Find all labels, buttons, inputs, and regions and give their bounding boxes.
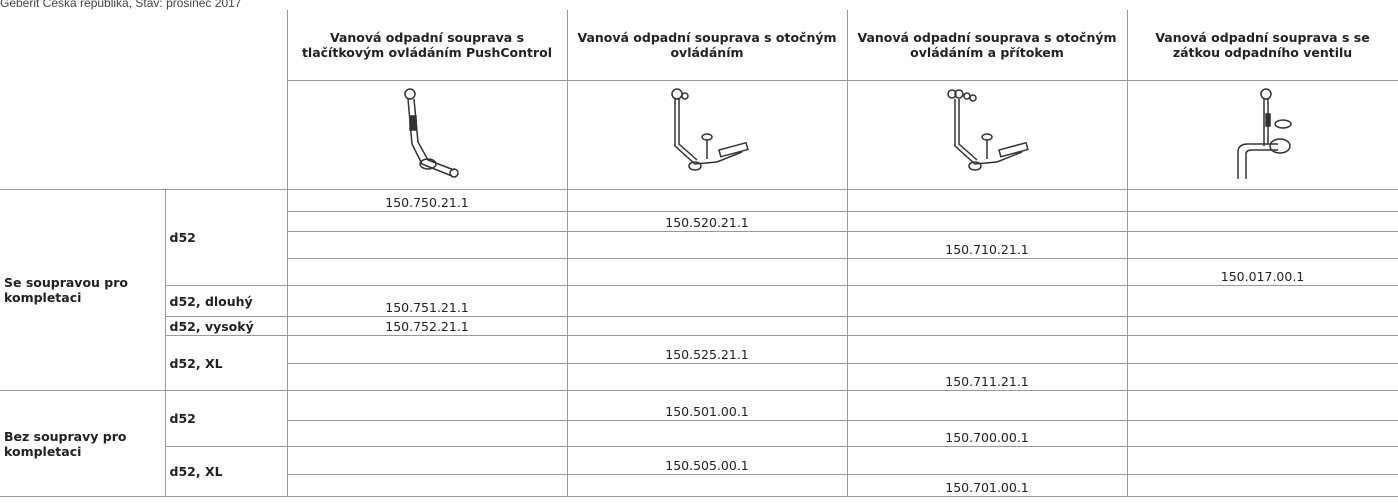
article-number: 150.520.21.1 (566, 211, 848, 232)
article-number (286, 335, 568, 364)
image-cell (1126, 80, 1398, 190)
subgroup-label: d52, vysoký (164, 316, 288, 336)
header-row: Vanová odpadní souprava s tlačítkovým ov… (0, 10, 1398, 190)
product-image (1236, 87, 1292, 179)
article-number (1126, 189, 1398, 212)
article-number (286, 258, 568, 286)
image-row (0, 80, 1398, 190)
article-number: 150.701.00.1 (846, 474, 1128, 497)
column-header: Vanová odpadní souprava s tlačítkovým ov… (286, 10, 568, 81)
article-number: 150.752.21.1 (286, 316, 568, 336)
article-number (846, 390, 1128, 421)
article-number (566, 363, 848, 391)
article-number (566, 316, 848, 336)
article-number (566, 258, 848, 286)
table-row: 150.711.21.1 (0, 363, 1398, 391)
corner-cell (0, 10, 288, 190)
article-number (1126, 285, 1398, 317)
article-number (566, 231, 848, 259)
article-number (846, 335, 1128, 364)
article-number: 150.700.00.1 (846, 420, 1128, 447)
article-number (846, 446, 1128, 475)
article-number (286, 363, 568, 391)
column-header: Vanová odpadní souprava s otočným ovládá… (846, 10, 1128, 81)
article-number (286, 390, 568, 421)
article-number (566, 189, 848, 212)
article-number (286, 211, 568, 232)
article-number: 150.501.00.1 (566, 390, 848, 421)
subgroup-label: d52, XL (164, 335, 288, 391)
article-number (1126, 474, 1398, 497)
article-number (566, 420, 848, 447)
image-cell (846, 80, 1128, 190)
image-cell (566, 80, 848, 190)
article-number (1126, 363, 1398, 391)
article-number (846, 316, 1128, 336)
table-row: d52, dlouhý 150.751.21.1 (0, 285, 1398, 317)
image-cell (286, 80, 568, 190)
caption: Geberit Česká republika, Stav: prosinec … (0, 0, 242, 10)
column-header: Vanová odpadní souprava s otočným ovládá… (566, 10, 848, 81)
article-number (566, 474, 848, 497)
article-number: 150.505.00.1 (566, 446, 848, 475)
article-number (1126, 390, 1398, 421)
article-number (1126, 446, 1398, 475)
article-number (286, 446, 568, 475)
table-row: d52, vysoký 150.752.21.1 (0, 316, 1398, 336)
article-number (1126, 420, 1398, 447)
subgroup-label: d52 (164, 189, 288, 286)
table-row: 150.701.00.1 (0, 474, 1398, 497)
group-label: Se soupravou pro kompletaci (0, 189, 166, 391)
product-image (947, 88, 1029, 171)
product-image (671, 87, 749, 171)
product-image (404, 87, 459, 178)
article-number: 150.751.21.1 (286, 285, 568, 317)
article-number (1126, 231, 1398, 259)
column-header: Vanová odpadní souprava s se zátkou odpa… (1126, 10, 1398, 81)
article-number (286, 420, 568, 447)
article-number (286, 474, 568, 497)
article-number: 150.525.21.1 (566, 335, 848, 364)
article-number: 150.710.21.1 (846, 231, 1128, 259)
article-number (1126, 335, 1398, 364)
subgroup-label: d52, dlouhý (164, 285, 288, 317)
subgroup-label: d52, XL (164, 446, 288, 497)
table-row: Se soupravou pro kompletaci d52 150.750.21… (0, 189, 1398, 391)
article-number (286, 231, 568, 259)
article-number (846, 211, 1128, 232)
article-number (1126, 211, 1398, 232)
table-row: Bez soupravy pro kompletaci d52 150.501.00… (0, 390, 1398, 497)
subgroup-label: d52 (164, 390, 288, 447)
article-number (566, 285, 848, 317)
article-number: 150.750.21.1 (286, 189, 568, 212)
table-row: d52, XL 150.525.21.1 (0, 335, 1398, 391)
table-row: 150.710.21.1 (0, 231, 1398, 259)
group-label: Bez soupravy pro kompletaci (0, 390, 166, 497)
article-number (846, 189, 1128, 212)
article-number (846, 258, 1128, 286)
table-row: d52, XL 150.505.00.1 (0, 446, 1398, 497)
article-number: 150.017.00.1 (1126, 258, 1398, 286)
article-number (1126, 316, 1398, 336)
article-number: 150.711.21.1 (846, 363, 1128, 391)
article-number (846, 285, 1128, 317)
product-table: Vanová odpadní souprava s tlačítkovým ov… (0, 10, 1398, 497)
